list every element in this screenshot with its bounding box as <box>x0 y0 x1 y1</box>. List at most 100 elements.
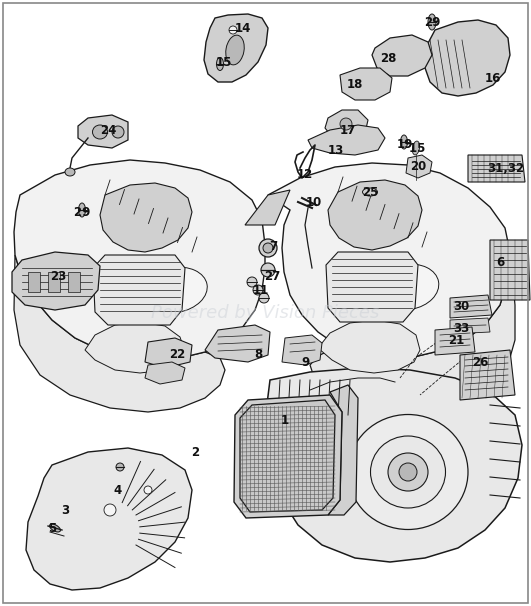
Polygon shape <box>240 400 335 512</box>
Text: 21: 21 <box>448 333 464 347</box>
Ellipse shape <box>428 14 436 30</box>
Polygon shape <box>406 155 432 178</box>
Text: 6: 6 <box>496 256 504 268</box>
Ellipse shape <box>348 415 468 530</box>
Text: 19: 19 <box>397 139 413 152</box>
Text: 31,32: 31,32 <box>487 162 525 175</box>
Text: 20: 20 <box>410 159 426 173</box>
Ellipse shape <box>226 35 244 65</box>
Ellipse shape <box>92 125 107 139</box>
Ellipse shape <box>400 135 407 149</box>
Text: 15: 15 <box>216 56 232 68</box>
Ellipse shape <box>259 293 269 303</box>
Polygon shape <box>328 385 358 515</box>
Ellipse shape <box>112 126 124 138</box>
Bar <box>68 272 80 292</box>
Text: 16: 16 <box>485 72 501 84</box>
Polygon shape <box>12 252 100 310</box>
Ellipse shape <box>116 463 124 471</box>
Text: 2: 2 <box>191 445 199 459</box>
Ellipse shape <box>143 267 207 313</box>
Polygon shape <box>14 160 265 360</box>
Ellipse shape <box>229 26 237 34</box>
Text: 5: 5 <box>48 522 56 534</box>
Text: 27: 27 <box>264 270 280 284</box>
Polygon shape <box>266 368 522 562</box>
Ellipse shape <box>253 285 263 295</box>
Polygon shape <box>14 255 225 412</box>
Ellipse shape <box>363 188 378 196</box>
Text: 28: 28 <box>380 52 396 64</box>
Polygon shape <box>85 322 185 373</box>
Polygon shape <box>435 327 475 355</box>
Ellipse shape <box>217 58 224 70</box>
Polygon shape <box>205 325 270 362</box>
Polygon shape <box>234 395 342 518</box>
Text: 24: 24 <box>100 124 116 136</box>
Polygon shape <box>100 183 192 252</box>
Text: 10: 10 <box>306 196 322 208</box>
Text: 29: 29 <box>74 205 94 219</box>
Ellipse shape <box>371 436 446 508</box>
Polygon shape <box>308 125 385 155</box>
Polygon shape <box>325 110 368 140</box>
Text: 7: 7 <box>269 241 277 253</box>
Polygon shape <box>26 448 192 590</box>
Text: 22: 22 <box>169 348 185 362</box>
Text: 12: 12 <box>297 168 313 182</box>
Text: 11: 11 <box>253 284 269 296</box>
Polygon shape <box>460 350 515 400</box>
Ellipse shape <box>261 263 275 277</box>
Polygon shape <box>318 320 420 373</box>
Text: 9: 9 <box>301 356 309 370</box>
Bar <box>48 272 60 292</box>
Text: 3: 3 <box>61 504 69 516</box>
Text: 8: 8 <box>254 347 262 361</box>
Text: Powered by Vision Pieces: Powered by Vision Pieces <box>151 304 380 322</box>
Text: 30: 30 <box>453 301 469 313</box>
Text: 1: 1 <box>281 413 289 427</box>
Text: 14: 14 <box>235 21 251 35</box>
Polygon shape <box>310 252 515 423</box>
Polygon shape <box>328 180 422 250</box>
Ellipse shape <box>247 277 257 287</box>
Ellipse shape <box>104 504 116 516</box>
Text: 29: 29 <box>424 16 440 28</box>
Polygon shape <box>78 115 128 148</box>
Polygon shape <box>145 338 192 368</box>
Polygon shape <box>450 318 490 334</box>
Text: 18: 18 <box>347 79 363 92</box>
Ellipse shape <box>79 203 85 217</box>
Ellipse shape <box>340 118 352 130</box>
Ellipse shape <box>377 264 439 310</box>
Ellipse shape <box>144 486 152 494</box>
Polygon shape <box>340 68 392 100</box>
Ellipse shape <box>263 243 273 253</box>
Text: 15: 15 <box>409 141 429 155</box>
Polygon shape <box>450 295 492 318</box>
Polygon shape <box>326 252 418 322</box>
Polygon shape <box>424 20 510 96</box>
Ellipse shape <box>49 524 61 532</box>
Text: 23: 23 <box>50 270 66 284</box>
Polygon shape <box>204 14 268 82</box>
Polygon shape <box>145 362 185 384</box>
Polygon shape <box>245 190 290 225</box>
Text: 33: 33 <box>453 322 469 335</box>
Text: 25: 25 <box>362 185 378 199</box>
Polygon shape <box>468 155 525 182</box>
Polygon shape <box>93 255 185 325</box>
Text: 17: 17 <box>340 124 356 136</box>
Ellipse shape <box>259 239 277 257</box>
Polygon shape <box>282 335 322 365</box>
Text: 13: 13 <box>328 144 344 156</box>
Bar <box>28 272 40 292</box>
Text: 4: 4 <box>114 484 122 496</box>
Polygon shape <box>490 240 530 300</box>
Polygon shape <box>372 35 432 76</box>
Ellipse shape <box>413 141 419 155</box>
Polygon shape <box>268 163 510 358</box>
Ellipse shape <box>388 453 428 491</box>
Ellipse shape <box>65 168 75 176</box>
Ellipse shape <box>399 463 417 481</box>
